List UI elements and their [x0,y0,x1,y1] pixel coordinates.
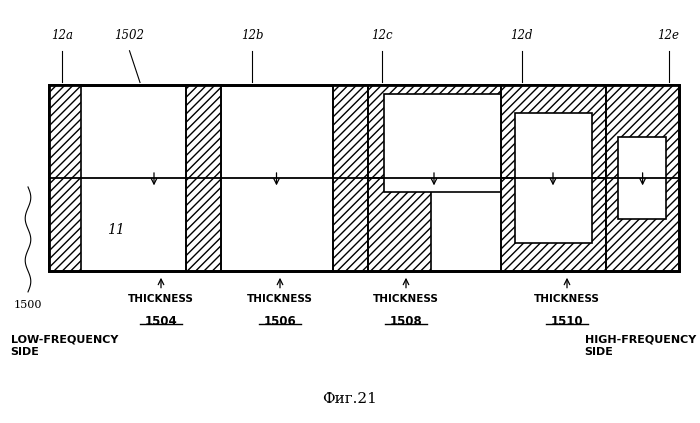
Text: HIGH-FREQUENCY
SIDE: HIGH-FREQUENCY SIDE [584,334,696,357]
Text: 1506: 1506 [264,315,296,328]
Bar [49,85,679,271]
Text: LOW-FREQUENCY
SIDE: LOW-FREQUENCY SIDE [10,334,118,357]
Bar [500,178,606,271]
Bar [500,85,606,178]
Bar [368,85,500,178]
Text: 12e: 12e [657,29,680,42]
Bar [514,113,592,243]
Text: 12b: 12b [241,29,263,42]
Bar [368,85,500,178]
Bar [606,85,679,271]
Text: 12d: 12d [510,29,533,42]
Text: THICKNESS: THICKNESS [128,294,194,304]
Bar [49,85,679,271]
Text: 1500: 1500 [14,300,42,310]
Text: THICKNESS: THICKNESS [534,294,600,304]
Bar [332,85,368,271]
Bar [49,85,80,271]
Bar [49,85,80,271]
Bar [500,85,606,178]
Bar [368,178,430,271]
Bar [384,94,500,192]
Bar [500,178,606,271]
Bar [332,85,368,271]
Text: 11: 11 [106,223,125,237]
Text: Фиг.21: Фиг.21 [323,392,377,406]
Bar [606,85,679,271]
Bar [186,85,220,271]
Text: 1508: 1508 [390,315,422,328]
Text: 1510: 1510 [551,315,583,328]
Text: 12c: 12c [371,29,392,42]
Bar [368,178,430,271]
Bar [186,85,220,271]
Text: THICKNESS: THICKNESS [373,294,439,304]
Text: THICKNESS: THICKNESS [247,294,313,304]
Text: 1504: 1504 [145,315,177,328]
Bar [618,137,666,219]
Text: 12a: 12a [51,29,74,42]
Text: 1502: 1502 [115,29,144,42]
